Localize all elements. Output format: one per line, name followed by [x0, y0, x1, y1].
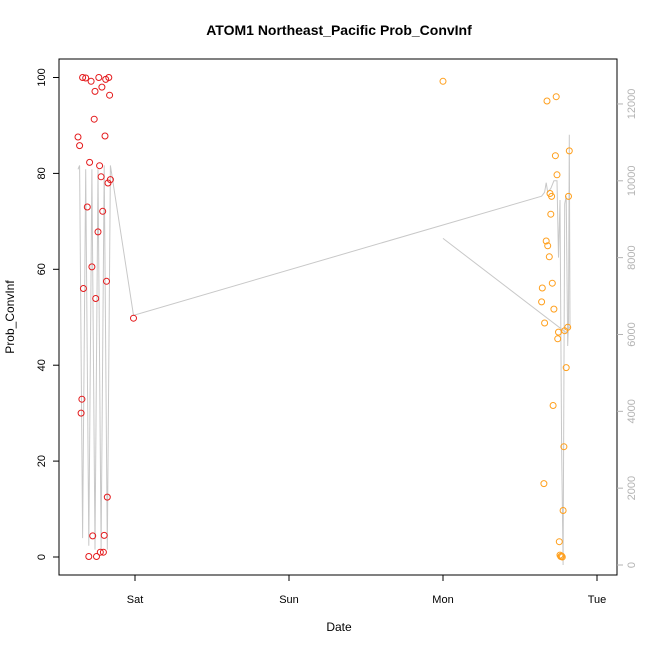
data-point-series-1: [87, 77, 95, 85]
data-point-series-1: [130, 314, 137, 322]
y-axis: 0 20 40 60 80 100: [36, 68, 59, 560]
points-layer: [74, 74, 573, 561]
chart-title: ATOM1 Northeast_Pacific Prob_ConvInf: [206, 22, 472, 38]
data-point-series-1: [92, 295, 100, 302]
data-point-series-1: [101, 132, 109, 140]
data-point-series-1: [103, 277, 110, 285]
data-point-series-2: [550, 305, 558, 313]
data-point-series-2: [538, 298, 546, 306]
data-point-series-1: [106, 91, 114, 99]
data-point-series-2: [565, 147, 573, 155]
data-point-series-2: [540, 480, 548, 488]
y-tick-label: 60: [36, 263, 48, 275]
data-point-series-1: [103, 493, 111, 501]
data-point-series-2: [542, 237, 550, 245]
y-tick-label: 0: [36, 554, 48, 560]
data-point-series-1: [93, 553, 100, 560]
y-tick-label: 40: [36, 359, 48, 371]
data-point-series-1: [99, 548, 107, 556]
data-point-series-1: [90, 115, 98, 123]
data-point-series-2: [565, 192, 572, 200]
data-point-series-1: [89, 532, 97, 540]
y2-tick-label: 0: [626, 562, 638, 568]
data-point-series-2: [564, 323, 572, 331]
data-point-series-1: [78, 395, 86, 403]
y2-tick-label: 12000: [626, 89, 638, 120]
secondary-series-line: [77, 134, 571, 566]
data-point-series-1: [85, 553, 93, 560]
data-point-series-1: [74, 133, 82, 141]
data-point-series-2: [544, 242, 552, 250]
y2-tick-label: 4000: [626, 399, 638, 423]
data-point-series-2: [555, 538, 563, 546]
data-point-series-1: [100, 531, 108, 539]
data-point-series-2: [553, 171, 561, 179]
data-point-series-1: [79, 285, 87, 292]
data-point-series-1: [82, 74, 90, 82]
data-point-series-2: [554, 335, 562, 343]
data-point-series-1: [98, 83, 106, 91]
data-point-series-1: [91, 87, 99, 95]
x-axis: Sat Sun Mon Tue: [127, 575, 607, 606]
secondary-line-layer: [77, 134, 571, 566]
data-point-series-2: [549, 402, 557, 409]
data-point-series-1: [77, 409, 85, 417]
data-point-series-1: [76, 142, 84, 150]
data-point-series-2: [548, 279, 556, 287]
y2-tick-label: 6000: [626, 322, 638, 346]
x-axis-title: Date: [326, 620, 352, 634]
data-point-series-2: [545, 253, 553, 261]
data-point-series-2: [538, 284, 546, 292]
y-tick-label: 80: [36, 167, 48, 179]
data-point-series-1: [96, 162, 104, 170]
y-tick-label: 20: [36, 455, 48, 467]
data-point-series-2: [558, 553, 566, 561]
data-point-series-1: [79, 74, 87, 81]
x-tick-label: Sat: [127, 594, 144, 606]
y2-axis: 0 2000 4000 6000 8000 10000 12000: [617, 89, 638, 568]
data-point-series-1: [88, 263, 96, 271]
data-point-series-1: [97, 173, 105, 181]
y2-tick-label: 2000: [626, 476, 638, 500]
data-point-series-2: [541, 319, 549, 327]
y-tick-label: 100: [36, 68, 48, 86]
data-point-series-1: [105, 74, 113, 81]
data-point-series-2: [552, 93, 560, 101]
plot-frame: [58, 58, 618, 576]
y2-tick-label: 8000: [626, 245, 638, 269]
data-point-series-1: [86, 158, 94, 166]
data-point-series-2: [548, 192, 556, 200]
data-point-series-2: [547, 210, 555, 218]
y-axis-title: Prob_ConvInf: [3, 280, 17, 354]
data-point-series-1: [83, 203, 91, 211]
data-point-series-2: [543, 97, 551, 105]
data-point-series-2: [558, 552, 566, 560]
data-point-series-1: [96, 548, 104, 556]
x-tick-label: Mon: [432, 594, 453, 606]
data-point-series-2: [551, 152, 559, 160]
data-point-series-1: [99, 207, 107, 215]
x-tick-label: Sun: [279, 594, 299, 606]
data-point-series-1: [106, 176, 114, 184]
data-point-series-2: [559, 507, 567, 514]
data-point-series-2: [562, 364, 570, 372]
data-point-series-1: [95, 74, 103, 81]
data-point-series-2: [439, 77, 447, 85]
y2-tick-label: 10000: [626, 166, 638, 197]
data-point-series-1: [94, 228, 102, 236]
data-point-series-2: [560, 443, 568, 451]
x-tick-label: Tue: [588, 594, 607, 606]
